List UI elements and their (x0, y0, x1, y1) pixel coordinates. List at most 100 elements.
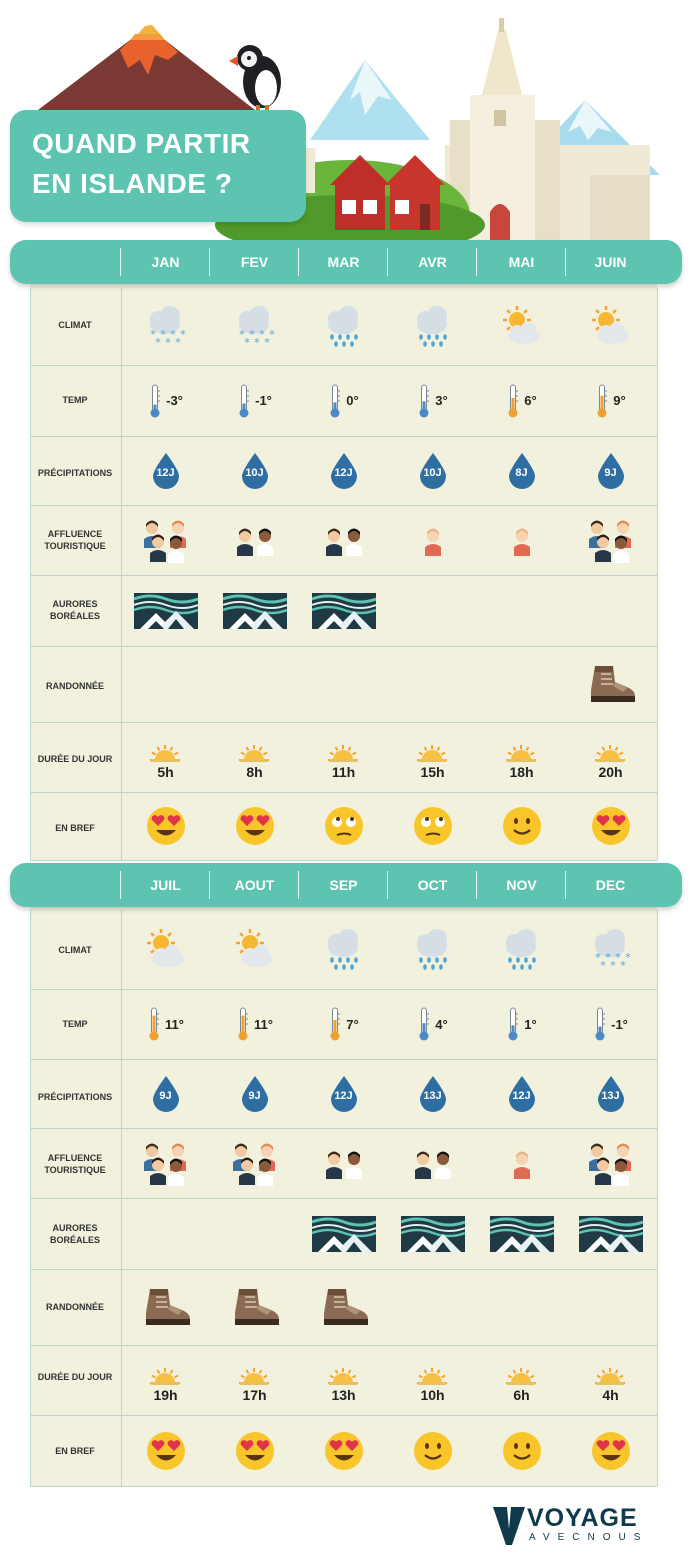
verdict-cell (566, 792, 655, 860)
temperature-value: 3° (435, 393, 448, 408)
row-label-crowd-line2: TOURISTIQUE (44, 541, 106, 551)
aurora-cell (299, 575, 388, 646)
svg-text:*: * (249, 328, 255, 341)
rain-drop: 12J (151, 452, 181, 490)
daylight-hours: 10h (420, 1387, 445, 1403)
half-sun-icon (150, 745, 180, 762)
half-sun-icon (417, 745, 447, 762)
row-label-crowd-line1: AFFLUENCE (47, 529, 103, 539)
hiking-boot-icon (323, 1289, 368, 1325)
month-separator (209, 248, 210, 276)
tourists-icon (143, 520, 186, 563)
rain-weather-icon (327, 928, 358, 970)
tourists-icon (325, 528, 362, 556)
love-emoji-icon (324, 1431, 363, 1470)
temperature-value: -1° (611, 1016, 628, 1032)
snow-weather-icon: * * * ** * * (149, 305, 186, 349)
aurora-cell (388, 1198, 477, 1269)
daylight-sun-wrap (325, 1365, 361, 1390)
svg-text:*: * (625, 951, 631, 964)
northern-lights-icon (311, 592, 376, 629)
row-label-crowd: AFFLUENCE TOURISTIQUE (30, 1152, 120, 1176)
rain-days-value: 10J (245, 466, 264, 479)
row-label-daylight: DURÉE DU JOUR (37, 1372, 113, 1382)
temperature-cell: 1° (477, 989, 566, 1059)
row-label-precipitations: PRÉCIPITATIONS (37, 1092, 113, 1102)
temperature-value: 0° (346, 393, 359, 408)
tourist-crowd-cell (477, 505, 566, 575)
tourists-icon (236, 528, 273, 556)
hiking-cell (299, 1269, 388, 1345)
half-sun-icon (417, 1368, 447, 1385)
half-sun-icon (150, 1368, 180, 1385)
thermometer-icon (419, 384, 430, 417)
svg-text:*: * (600, 959, 606, 972)
rain-weather-icon (327, 305, 358, 347)
northern-lights-icon (133, 592, 198, 629)
tourists-icon (232, 1143, 275, 1186)
hiking-cell (566, 646, 655, 722)
month-header: DEC (595, 877, 626, 893)
svg-text:*: * (259, 328, 265, 341)
svg-text:*: * (269, 328, 275, 341)
row-label-crowd: AFFLUENCE TOURISTIQUE (30, 528, 120, 552)
thermometer-icon (150, 384, 161, 417)
rain-weather-icon (505, 928, 536, 970)
smile-emoji-icon (413, 1431, 452, 1470)
daylight-block: 6h (477, 1345, 566, 1415)
love-emoji-icon (146, 807, 185, 845)
daylight-sun-wrap (503, 1365, 539, 1390)
daylight-sun-wrap (414, 1365, 450, 1390)
aurora-cell (477, 1198, 566, 1269)
rain-drop: 12J (329, 1075, 359, 1113)
climate-cell: * * * * * * * (121, 288, 210, 365)
daylight-sun-wrap (236, 742, 272, 767)
tourist-crowd-cell (477, 1128, 566, 1198)
sun-weather-icon (146, 928, 184, 967)
title-line-1: QUAND PARTIR (32, 128, 251, 159)
tourist-crowd-cell (566, 1128, 655, 1198)
half-sun-icon (506, 1368, 536, 1385)
row-label-hike: RANDONNÉE (45, 681, 104, 691)
voyage-avecnous-logo: VOYAGE AVECNOUS (493, 1504, 663, 1550)
rain-drop: 13J (596, 1075, 626, 1113)
daylight-cell: 17h (210, 1345, 299, 1415)
thermometer-icon (330, 1007, 341, 1041)
daylight-hours: 8h (246, 764, 263, 780)
climate-cell (210, 910, 299, 989)
raindrop-icon (597, 1075, 624, 1112)
tourist-crowd-cell (121, 505, 210, 575)
roll-emoji-icon (413, 807, 452, 845)
month-header: FEV (240, 254, 269, 270)
rain-drop: 9J (596, 452, 626, 490)
rain-days-value: 8J (515, 466, 528, 479)
verdict-cell (477, 792, 566, 860)
daylight-block: 4h (566, 1345, 655, 1415)
row-divider (30, 505, 657, 506)
tourist-crowd-cell (566, 505, 655, 575)
column-divider (121, 288, 122, 860)
tourist-crowd-cell (388, 505, 477, 575)
row-divider (30, 860, 657, 861)
tourists-icon (513, 1151, 530, 1179)
hiking-cell (210, 1269, 299, 1345)
climate-cell: * * * * * * * (566, 910, 655, 989)
raindrop-icon (241, 452, 268, 489)
row-divider (30, 1198, 657, 1199)
daylight-hours: 18h (509, 764, 534, 780)
hiking-boot-icon (590, 666, 635, 702)
row-label-hike: RANDONNÉE (45, 1302, 104, 1312)
svg-text:*: * (595, 951, 601, 964)
temperature-value: 7° (346, 1016, 359, 1032)
row-label-climate: CLIMAT (58, 945, 92, 955)
temperature-value: 11° (254, 1016, 273, 1032)
svg-text:*: * (150, 328, 156, 341)
row-divider (30, 365, 657, 366)
aurora-cell (121, 575, 210, 646)
half-sun-icon (595, 745, 625, 762)
rain-drop: 12J (329, 452, 359, 490)
snow-weather-icon: * * * ** * * (594, 928, 631, 972)
verdict-cell (210, 792, 299, 860)
column-divider (30, 910, 31, 1486)
rain-drop: 13J (418, 1075, 448, 1113)
